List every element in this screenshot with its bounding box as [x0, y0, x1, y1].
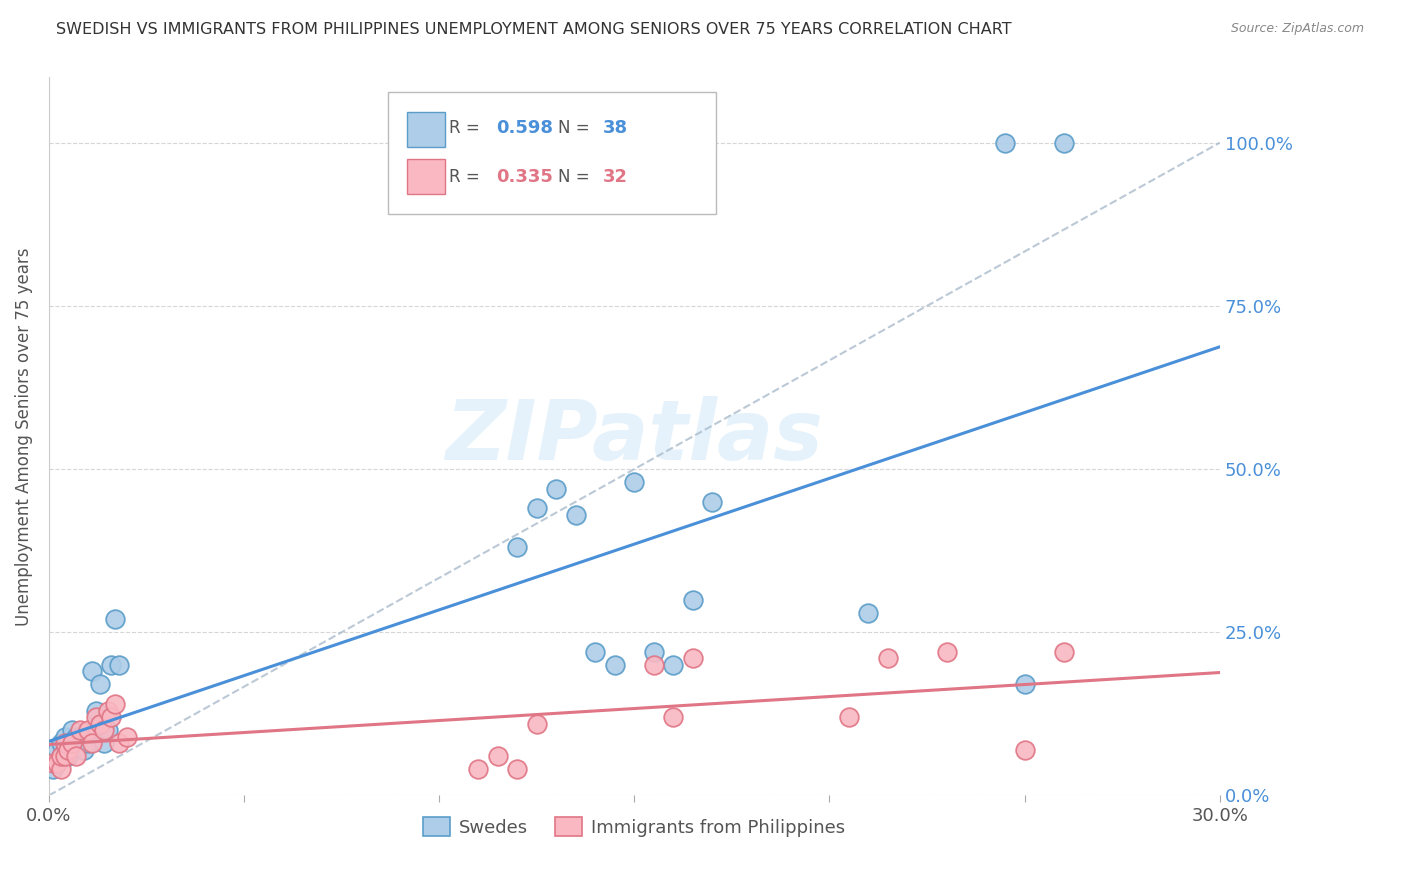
Point: [682, 592, 704, 607]
Y-axis label: Unemployment Among Seniors over 75 years: Unemployment Among Seniors over 75 years: [15, 247, 32, 625]
Point: [662, 657, 685, 672]
Point: [96, 723, 118, 738]
Text: SWEDISH VS IMMIGRANTS FROM PHILIPPINES UNEMPLOYMENT AMONG SENIORS OVER 75 YEARS : SWEDISH VS IMMIGRANTS FROM PHILIPPINES U…: [56, 22, 1012, 37]
Text: R =: R =: [450, 168, 485, 186]
Point: [49, 749, 72, 764]
FancyBboxPatch shape: [388, 92, 716, 214]
Legend: Swedes, Immigrants from Philippines: Swedes, Immigrants from Philippines: [416, 810, 853, 844]
Point: [1052, 645, 1074, 659]
Text: N =: N =: [558, 119, 595, 136]
Point: [65, 730, 87, 744]
Point: [45, 756, 67, 770]
Point: [935, 645, 957, 659]
Point: [623, 475, 645, 489]
Point: [53, 730, 76, 744]
Point: [104, 612, 127, 626]
Point: [89, 677, 111, 691]
Point: [73, 742, 96, 756]
Point: [58, 736, 80, 750]
Point: [80, 736, 103, 750]
Point: [80, 665, 103, 679]
Point: [60, 723, 83, 738]
Point: [104, 697, 127, 711]
Text: R =: R =: [450, 119, 485, 136]
Point: [69, 730, 91, 744]
Point: [49, 736, 72, 750]
Point: [583, 645, 606, 659]
Text: ZIPatlas: ZIPatlas: [446, 396, 824, 477]
Point: [53, 749, 76, 764]
Text: 0.335: 0.335: [496, 168, 553, 186]
Point: [60, 736, 83, 750]
Point: [994, 136, 1017, 150]
Point: [108, 657, 131, 672]
Point: [506, 541, 529, 555]
Point: [486, 749, 509, 764]
Point: [60, 736, 83, 750]
Point: [643, 645, 665, 659]
Point: [77, 723, 100, 738]
Point: [603, 657, 626, 672]
Point: [58, 742, 80, 756]
Point: [565, 508, 588, 522]
Point: [100, 657, 122, 672]
Text: 38: 38: [603, 119, 628, 136]
Point: [58, 749, 80, 764]
Text: 32: 32: [603, 168, 627, 186]
Text: Source: ZipAtlas.com: Source: ZipAtlas.com: [1230, 22, 1364, 36]
Point: [45, 756, 67, 770]
Point: [89, 716, 111, 731]
Point: [1014, 742, 1036, 756]
Point: [1014, 677, 1036, 691]
Point: [115, 730, 138, 744]
Point: [108, 736, 131, 750]
Point: [526, 501, 548, 516]
FancyBboxPatch shape: [408, 159, 444, 194]
Point: [546, 482, 568, 496]
Point: [93, 736, 115, 750]
Point: [702, 494, 724, 508]
Point: [1052, 136, 1074, 150]
Point: [526, 716, 548, 731]
Point: [96, 704, 118, 718]
Text: 0.598: 0.598: [496, 119, 553, 136]
Point: [506, 762, 529, 776]
Point: [77, 736, 100, 750]
Point: [682, 651, 704, 665]
Point: [42, 756, 65, 770]
Point: [49, 749, 72, 764]
Point: [53, 742, 76, 756]
Point: [49, 762, 72, 776]
Text: N =: N =: [558, 168, 595, 186]
Point: [643, 657, 665, 672]
Point: [65, 749, 87, 764]
Point: [838, 710, 860, 724]
Point: [84, 704, 107, 718]
Point: [45, 742, 67, 756]
FancyBboxPatch shape: [408, 112, 444, 147]
Point: [69, 723, 91, 738]
Point: [858, 606, 880, 620]
Point: [877, 651, 900, 665]
Point: [84, 710, 107, 724]
Point: [53, 736, 76, 750]
Point: [100, 710, 122, 724]
Point: [93, 723, 115, 738]
Point: [662, 710, 685, 724]
Point: [467, 762, 489, 776]
Point: [42, 762, 65, 776]
